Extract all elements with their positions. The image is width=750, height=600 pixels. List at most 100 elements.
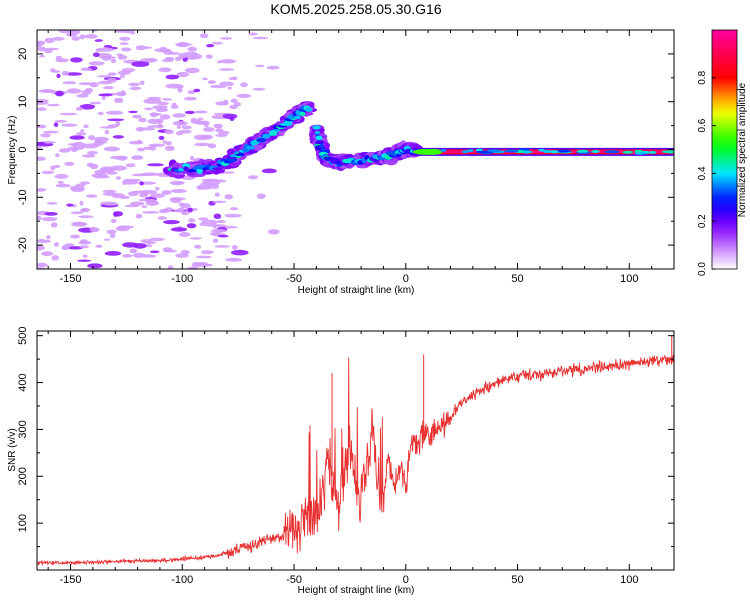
y-tick-label: 300 (17, 420, 29, 438)
noise-blob (161, 59, 174, 62)
noise-blob (146, 163, 164, 167)
noise-blob (213, 213, 222, 220)
noise-blob (181, 125, 192, 130)
noise-blob (131, 61, 150, 67)
noise-blob (158, 135, 165, 140)
noise-blob (138, 198, 157, 202)
noise-blob (75, 132, 87, 136)
noise-blob (139, 192, 149, 198)
noise-blob (178, 53, 187, 59)
noise-blob (170, 180, 184, 186)
noise-blob (219, 81, 235, 87)
x-axis-label: Height of straight line (km) (298, 285, 415, 296)
noise-blob (266, 65, 280, 70)
noise-blob (52, 36, 65, 41)
noise-blob (71, 221, 88, 227)
noise-blob (213, 123, 223, 129)
noise-blob (40, 133, 51, 138)
y-tick-label: 10 (17, 96, 29, 108)
noise-blob (196, 185, 203, 190)
noise-blob (55, 183, 71, 188)
noise-blob (185, 67, 200, 74)
noise-blob (89, 82, 99, 88)
stable-line-texture (549, 150, 559, 154)
noise-blob (71, 36, 80, 41)
noise-blob (211, 41, 223, 45)
stable-line-texture (504, 149, 519, 153)
noise-blob (201, 178, 218, 182)
noise-blob (89, 163, 99, 170)
x-tick-label: -50 (286, 574, 302, 586)
noise-blob (144, 241, 157, 245)
track-segment-1-core (305, 107, 313, 112)
noise-blob (93, 227, 100, 232)
noise-blob (211, 183, 219, 189)
noise-blob (83, 124, 89, 129)
noise-blob (66, 203, 74, 207)
noise-blob (105, 110, 124, 115)
noise-blob (51, 255, 59, 261)
noise-blob (165, 83, 184, 89)
noise-blob (229, 104, 238, 110)
noise-blob (162, 98, 172, 101)
noise-blob (103, 146, 120, 152)
colorbar-tick-label: 0.0 (697, 262, 708, 276)
noise-blob (203, 121, 209, 128)
noise-blob (78, 215, 94, 219)
stable-line-texture (440, 149, 447, 152)
noise-blob (156, 101, 169, 106)
noise-blob (137, 147, 145, 152)
noise-blob (194, 244, 202, 249)
noise-blob (149, 145, 157, 151)
noise-blob (224, 213, 242, 218)
noise-blob (104, 251, 122, 256)
y-tick-label: -20 (17, 237, 29, 253)
noise-blob (187, 90, 196, 94)
noise-blob (135, 45, 147, 51)
noise-blob (94, 39, 103, 42)
colorbar-tick-label: 0.2 (697, 214, 708, 228)
noise-blob (173, 209, 184, 213)
colorbar: 0.0 0.2 0.4 0.6 0.8 Normalized spectral ampli… (697, 29, 748, 276)
noise-blob (172, 113, 186, 118)
noise-blob (200, 33, 209, 39)
noise-blob (84, 34, 98, 39)
noise-blob (57, 180, 64, 185)
noise-blob (155, 118, 164, 124)
track-segment-1-core (212, 167, 223, 171)
y-axis-label: SNR (v/v) (7, 428, 18, 471)
noise-blob (61, 123, 78, 127)
noise-blob (183, 51, 199, 57)
noise-blob (119, 36, 131, 41)
noise-blob (77, 259, 91, 262)
noise-blob (180, 250, 190, 255)
x-tick-label: -100 (171, 273, 193, 285)
noise-blob (229, 207, 239, 211)
track-segment-2-core (315, 135, 323, 140)
snr-panel: -150 -100 -50 0 50 100 100 200 300 400 500 Height o… (7, 327, 675, 596)
track-segment-1-core (235, 153, 245, 157)
noise-blob (112, 135, 125, 139)
y-tick-label: 400 (17, 373, 29, 391)
track-segment-2-core (314, 130, 321, 135)
noise-blob (216, 219, 226, 224)
noise-blob (64, 161, 75, 166)
noise-blob (248, 32, 258, 36)
track-segment-2-core (315, 140, 325, 145)
noise-blob (162, 247, 173, 252)
noise-blob (37, 107, 47, 111)
noise-blob (100, 201, 117, 205)
noise-blob (109, 233, 116, 239)
noise-blob (62, 81, 77, 85)
noise-blob (103, 45, 113, 48)
noise-blob (194, 142, 211, 147)
noise-blob (42, 130, 59, 134)
noise-blob (122, 254, 133, 258)
noise-blob (184, 96, 197, 101)
noise-blob (170, 227, 188, 232)
noise-blob (186, 223, 197, 229)
noise-blob (128, 110, 138, 114)
noise-blob (227, 86, 232, 90)
noise-blob (54, 174, 69, 179)
